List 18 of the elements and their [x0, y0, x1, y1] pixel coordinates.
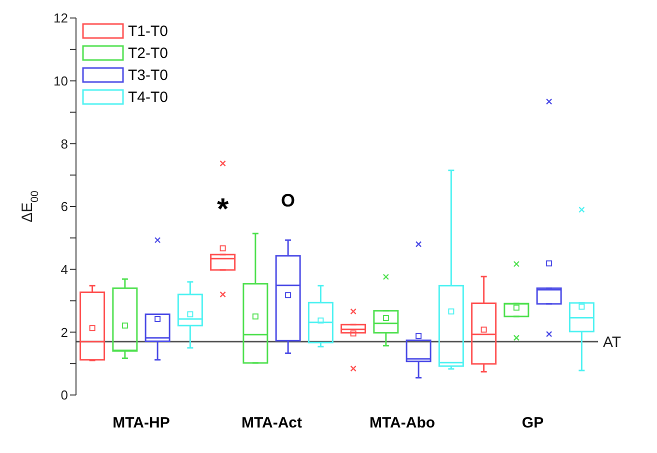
- legend-label: T2-T0: [128, 44, 168, 62]
- x-tick-label: MTA-HP: [112, 414, 170, 432]
- legend-label: T4-T0: [128, 88, 168, 106]
- y-tick-label: 6: [60, 199, 68, 214]
- y-tick-label: 4: [60, 262, 68, 277]
- legend-label: T3-T0: [128, 66, 168, 84]
- ref-line-label: AT: [603, 334, 622, 351]
- y-tick-label: 2: [60, 324, 68, 340]
- annotation: *: [216, 193, 229, 226]
- y-tick-label: 12: [54, 10, 68, 26]
- y-tick-label: 10: [54, 73, 68, 88]
- x-tick-label: GP: [522, 414, 544, 432]
- y-tick-label: 8: [60, 136, 68, 152]
- x-tick-label: MTA-Abo: [369, 414, 436, 432]
- annotation: O: [281, 190, 296, 210]
- x-tick-label: MTA-Act: [241, 414, 302, 432]
- y-tick-label: 0: [60, 388, 68, 403]
- legend-label: T1-T0: [128, 22, 168, 40]
